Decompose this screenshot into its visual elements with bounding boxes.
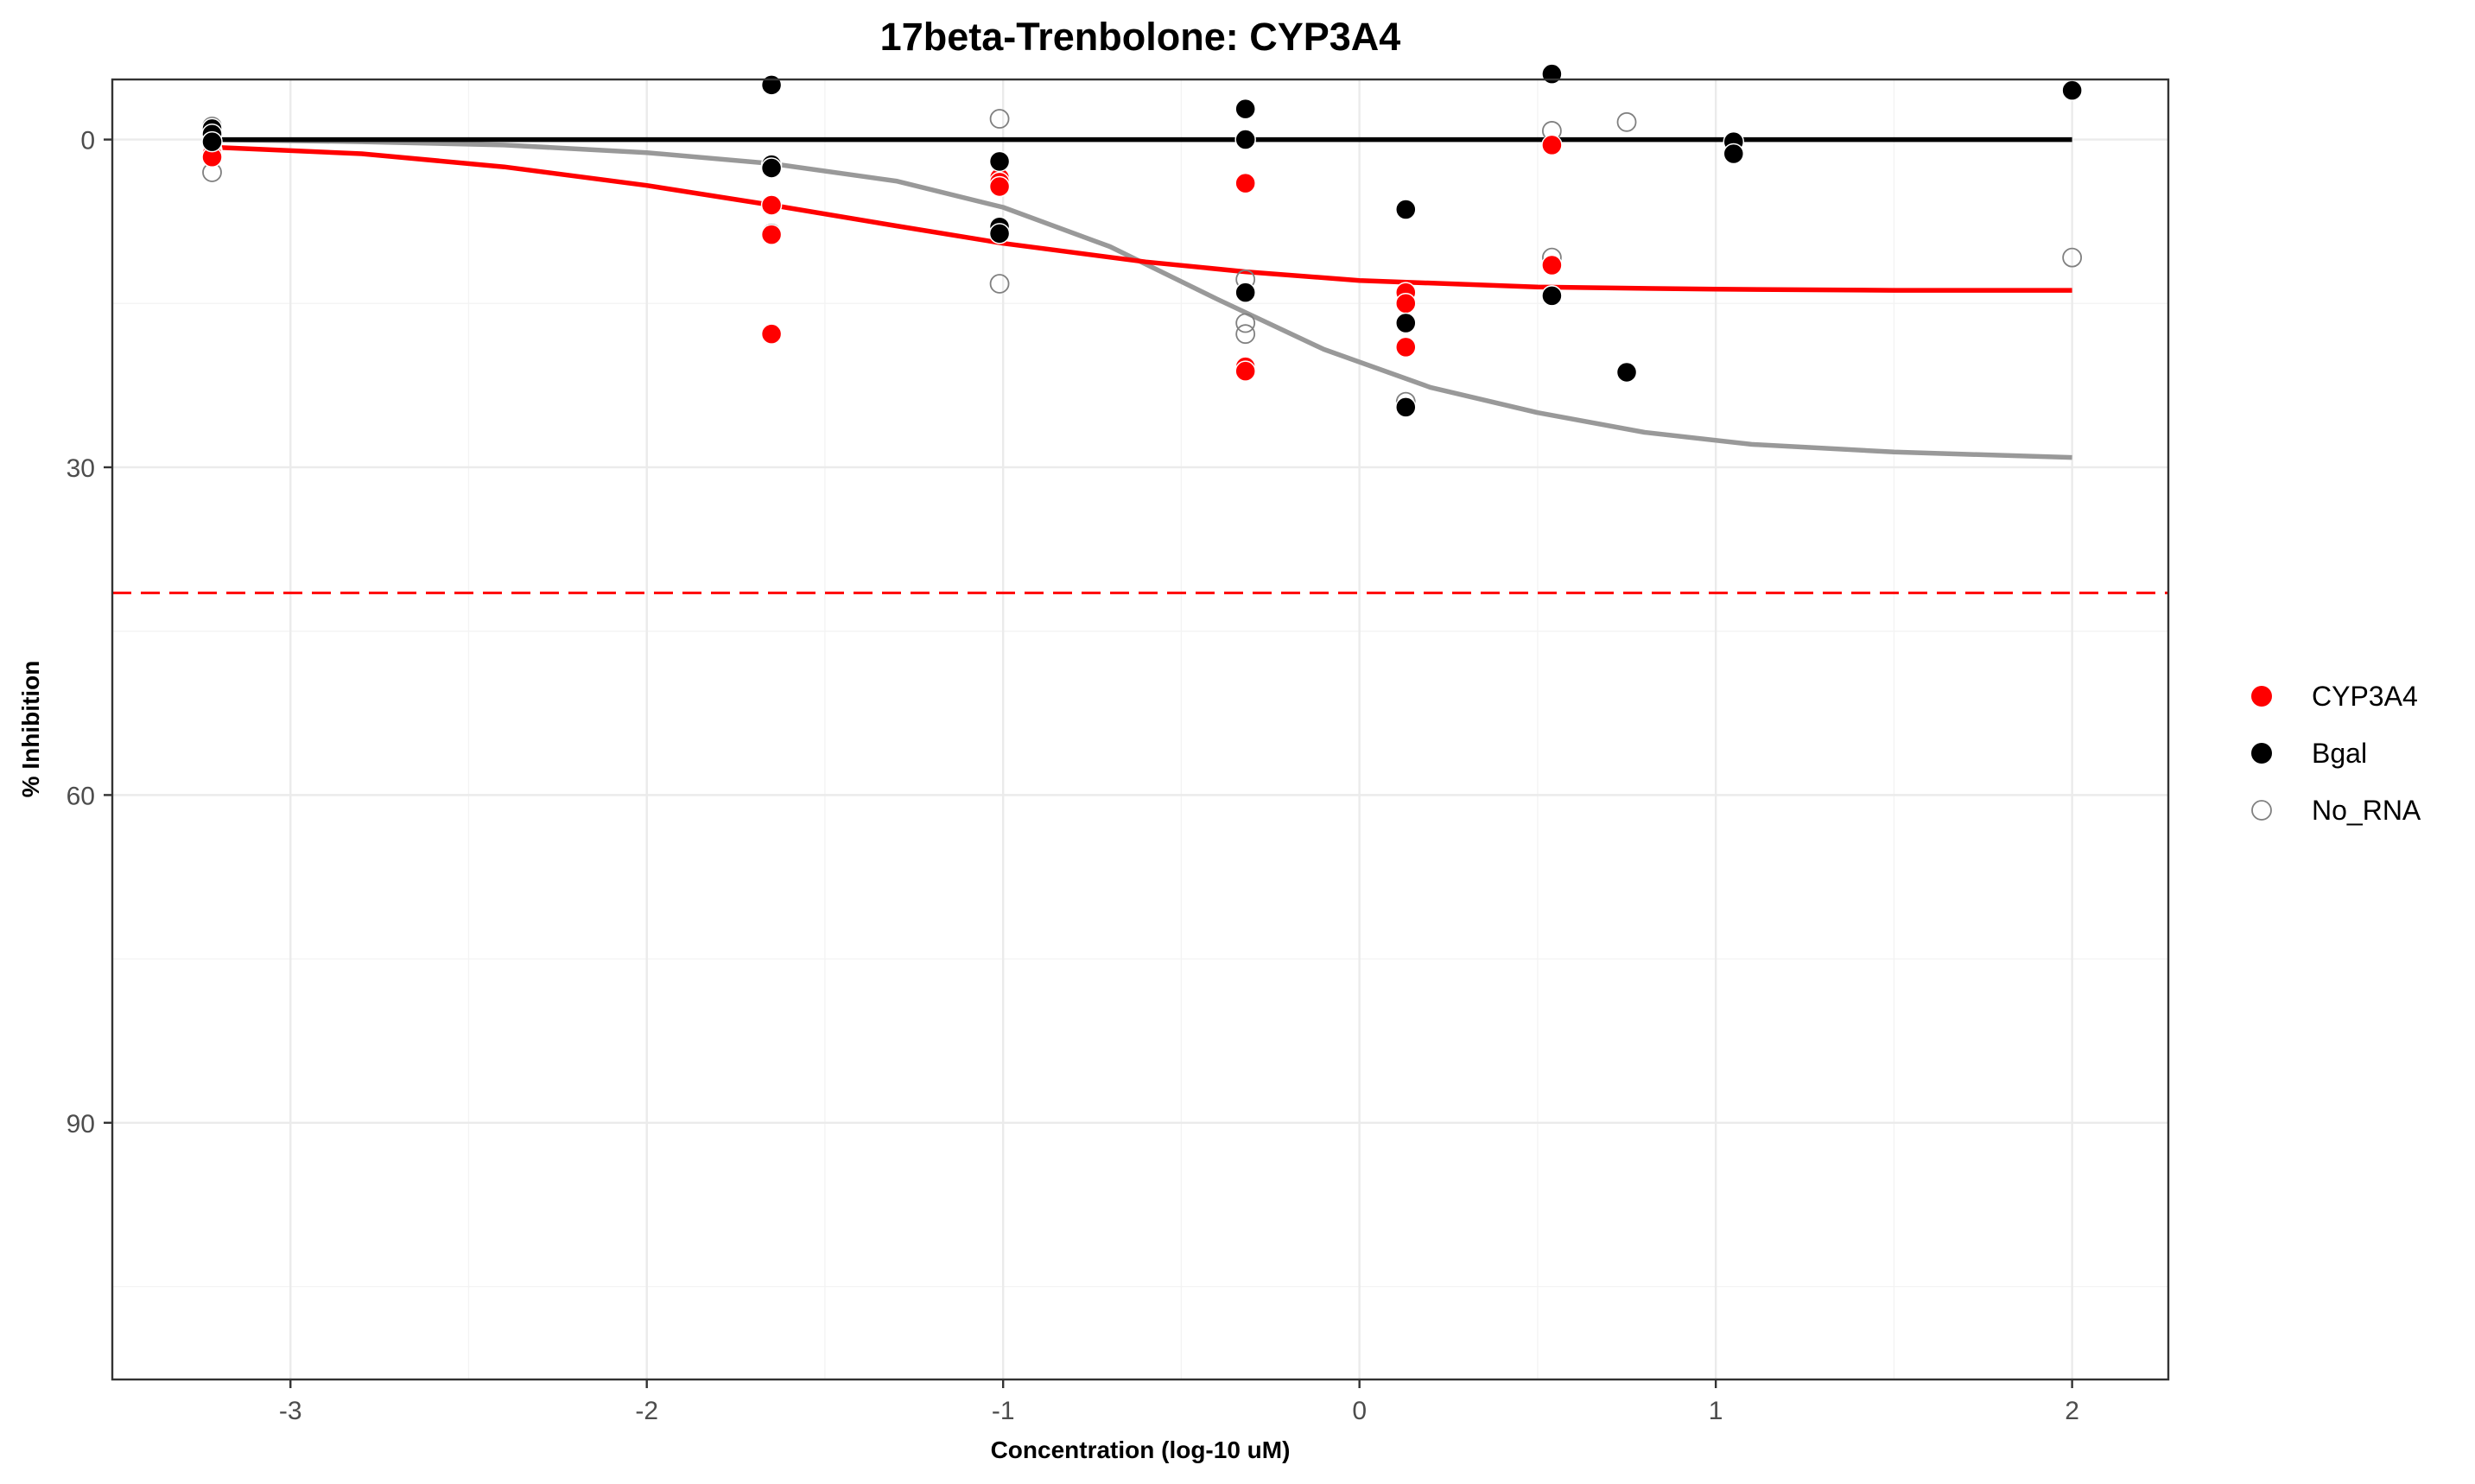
grid bbox=[112, 79, 2168, 1379]
point-cyp3a4 bbox=[760, 323, 783, 345]
point-bgal bbox=[1234, 282, 1256, 303]
point-bgal bbox=[1541, 63, 1563, 85]
point-no-rna bbox=[1235, 313, 1256, 333]
point-no-rna bbox=[2062, 247, 2083, 268]
point-cyp3a4 bbox=[1541, 254, 1563, 276]
point-bgal bbox=[1395, 312, 1417, 334]
legend-label-bgal: Bgal bbox=[2312, 738, 2367, 769]
point-bgal bbox=[1234, 98, 1256, 120]
point-no-rna bbox=[1235, 324, 1256, 345]
point-cyp3a4 bbox=[988, 175, 1011, 198]
y-tick-label: 90 bbox=[67, 1110, 95, 1138]
fit-curves bbox=[212, 136, 2072, 460]
point-cyp3a4 bbox=[760, 224, 783, 245]
point-cyp3a4 bbox=[1234, 360, 1256, 382]
x-axis-title: Concentration (log-10 uM) bbox=[991, 1436, 1291, 1463]
y-tick-label: 30 bbox=[67, 454, 95, 483]
point-bgal bbox=[988, 223, 1011, 244]
y-tick-label: 60 bbox=[67, 782, 95, 810]
point-no-rna bbox=[1616, 111, 1637, 132]
x-tick-label: 2 bbox=[2065, 1397, 2079, 1425]
x-tick-label: -2 bbox=[635, 1397, 658, 1425]
point-bgal bbox=[1723, 143, 1745, 165]
fit-curve-no-rna bbox=[212, 136, 2072, 460]
point-bgal bbox=[1395, 199, 1417, 220]
x-tick-label: -3 bbox=[279, 1397, 302, 1425]
point-cyp3a4 bbox=[1395, 293, 1417, 314]
point-bgal bbox=[988, 150, 1011, 173]
point-bgal bbox=[201, 130, 223, 153]
legend: CYP3A4 Bgal No_RNA bbox=[2251, 681, 2421, 826]
legend-key-bgal bbox=[2251, 743, 2272, 764]
point-bgal bbox=[1395, 396, 1417, 418]
point-bgal bbox=[760, 74, 783, 96]
y-tick-label: 0 bbox=[80, 127, 95, 155]
point-bgal bbox=[2061, 79, 2083, 101]
legend-label-no-rna: No_RNA bbox=[2312, 795, 2421, 826]
x-tick-label: 0 bbox=[1352, 1397, 1367, 1425]
x-tick-label: 1 bbox=[1709, 1397, 1723, 1425]
point-cyp3a4 bbox=[1234, 172, 1256, 194]
legend-key-cyp3a4 bbox=[2251, 686, 2272, 707]
legend-key-no-rna bbox=[2251, 800, 2272, 821]
point-bgal bbox=[1615, 361, 1638, 384]
fit-curve-cyp3a4 bbox=[212, 144, 2072, 293]
point-cyp3a4 bbox=[760, 194, 783, 216]
point-no-rna bbox=[989, 274, 1010, 294]
axes: -3 -2 -1 0 1 2 0 30 60 90 bbox=[67, 127, 2079, 1425]
point-bgal bbox=[1541, 285, 1563, 307]
point-cyp3a4 bbox=[1395, 336, 1417, 358]
point-no-rna bbox=[989, 109, 1010, 129]
x-tick-label: -1 bbox=[992, 1397, 1015, 1425]
y-axis-title: % Inhibition bbox=[17, 661, 44, 798]
point-bgal bbox=[1234, 129, 1256, 150]
panel-border bbox=[111, 78, 2170, 1381]
chart-title: 17beta-Trenbolone: CYP3A4 bbox=[880, 15, 1401, 59]
legend-label-cyp3a4: CYP3A4 bbox=[2312, 681, 2418, 712]
point-bgal bbox=[760, 157, 783, 179]
point-cyp3a4 bbox=[1541, 134, 1563, 156]
